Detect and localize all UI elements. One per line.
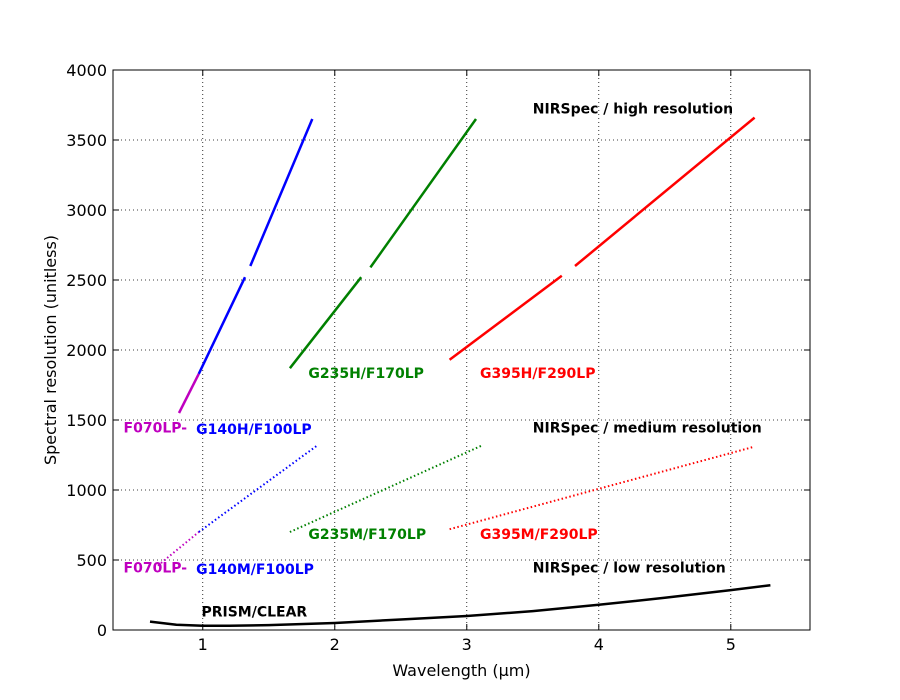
y-tick-label: 1000 [66, 481, 107, 500]
y-tick-label: 3000 [66, 201, 107, 220]
annotation-label: NIRSpec / medium resolution [533, 421, 762, 437]
annotation-label: G140M/F100LP [196, 562, 314, 578]
y-tick-label: 0 [97, 621, 107, 640]
annotation-label: G235M/F170LP [308, 527, 426, 543]
annotation-label: G140H/F100LP [196, 422, 312, 438]
annotation-label: NIRSpec / low resolution [533, 561, 726, 577]
annotation-label: F070LP- [124, 421, 188, 437]
series-line-f070lp-medium [157, 531, 200, 567]
annotation-label: PRISM/CLEAR [201, 605, 307, 621]
series-line-g395h-f290lp-high [574, 116, 756, 267]
series-line-g235h-f170lp-high [288, 276, 363, 369]
x-tick-label: 2 [330, 635, 340, 654]
y-tick-label: 1500 [66, 411, 107, 430]
y-tick-label: 3500 [66, 131, 107, 150]
y-tick-label: 2000 [66, 341, 107, 360]
series-line-g235m-f170lp-medium [289, 444, 484, 533]
y-tick-label: 2500 [66, 271, 107, 290]
series-line-g395h-f290lp-high [448, 274, 563, 361]
x-tick-label: 3 [462, 635, 472, 654]
y-tick-label: 500 [76, 551, 107, 570]
y-axis-label: Spectral resolution (unitless) [41, 235, 60, 465]
y-tick-label: 4000 [66, 61, 107, 80]
x-axis-label: Wavelength (μm) [392, 661, 530, 680]
annotation-label: G235H/F170LP [308, 366, 424, 382]
annotation-label: G395M/F290LP [480, 527, 598, 543]
annotation-label: F070LP- [124, 561, 188, 577]
annotation-label: NIRSpec / high resolution [533, 101, 733, 117]
series-line-g140h-f100lp-high [197, 276, 247, 375]
annotation-label: G395H/F290LP [480, 366, 596, 382]
series-line-g235h-f170lp-high [369, 118, 478, 269]
annotation-layer: NIRSpec / high resolution NIRSpec / mediu… [124, 101, 762, 620]
series-line-f070lp-high [177, 373, 200, 414]
series-line-g140m-f100lp-medium [198, 444, 319, 533]
x-tick-label: 1 [198, 635, 208, 654]
axis-ticks: 1 2 3 4 5 0 500 1000 1500 2000 2500 3000 3500 4000 [66, 61, 810, 654]
series-line-g140h-f100lp-high [249, 118, 314, 267]
series-line-g395m-f290lp-medium [449, 445, 755, 531]
x-tick-label: 5 [726, 635, 736, 654]
series-layer [149, 116, 771, 628]
x-tick-label: 4 [594, 635, 604, 654]
